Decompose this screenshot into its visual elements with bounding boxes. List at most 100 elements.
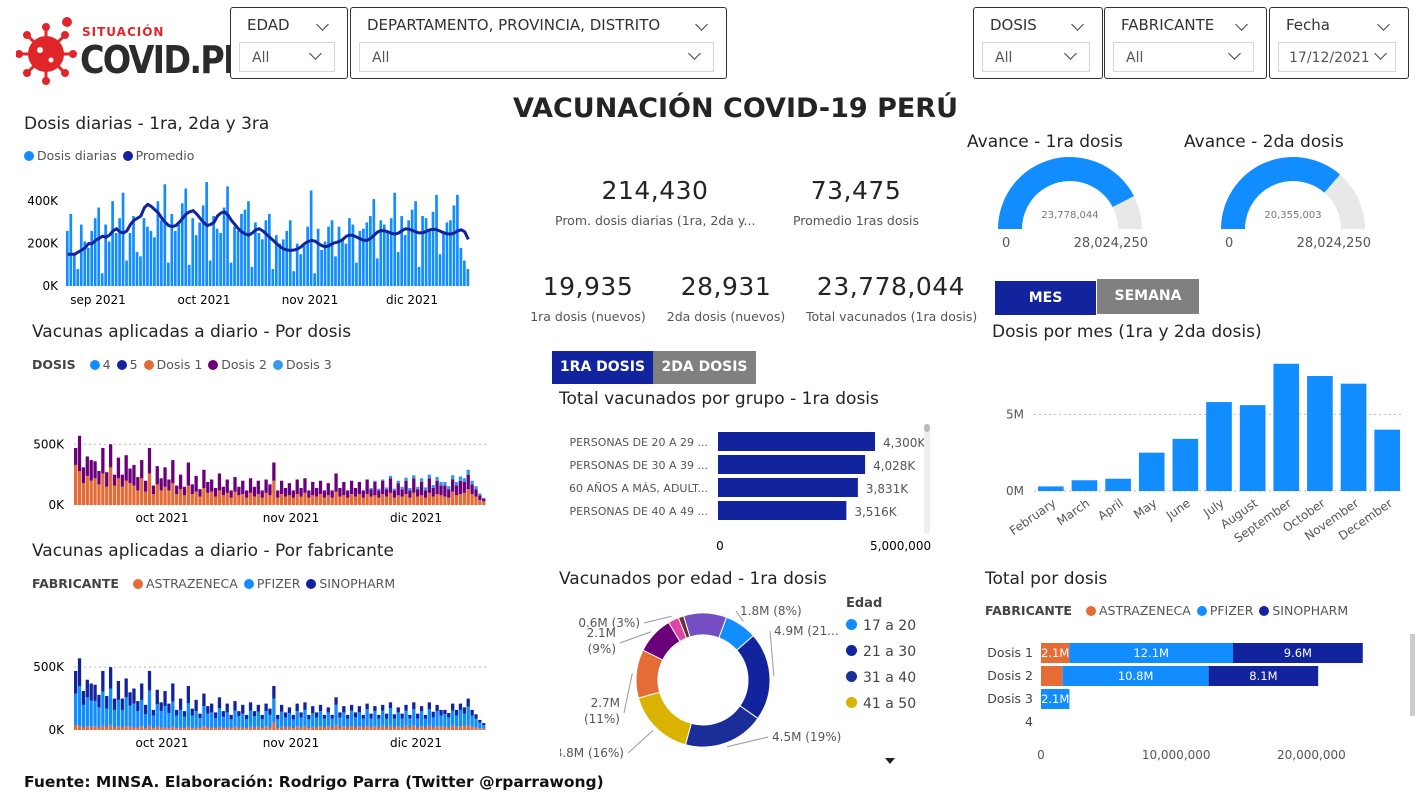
bar-segment bbox=[377, 497, 381, 505]
bar bbox=[173, 230, 177, 286]
bar-segment bbox=[330, 490, 334, 498]
bar-segment bbox=[237, 727, 241, 730]
edad-dropdown[interactable]: All bbox=[239, 42, 335, 72]
bar-segment bbox=[112, 485, 117, 505]
bar-segment bbox=[431, 488, 435, 497]
bar bbox=[435, 194, 438, 286]
bar bbox=[271, 269, 275, 286]
bar bbox=[344, 243, 348, 286]
bar-segment bbox=[89, 480, 93, 505]
bar bbox=[100, 273, 104, 286]
bar bbox=[79, 224, 83, 286]
page-title: VACUNACIÓN COVID-19 PERÚ bbox=[513, 93, 959, 124]
bar-segment bbox=[206, 492, 210, 505]
chevron-down-icon[interactable] bbox=[1235, 18, 1248, 31]
bar-segment bbox=[357, 481, 362, 495]
bar-segment bbox=[369, 727, 373, 730]
fecha-slicer[interactable]: Fecha 17/12/2021 bbox=[1269, 7, 1409, 79]
gauge-2-title: Avance - 2da dosis bbox=[1184, 132, 1344, 152]
bar-segment bbox=[245, 728, 249, 730]
bar-segment bbox=[427, 702, 431, 710]
chevron-down-icon[interactable] bbox=[1071, 18, 1084, 31]
location-slicer[interactable]: DEPARTAMENTO, PROVINCIA, DISTRITO All bbox=[350, 7, 727, 79]
x-tick-label: February bbox=[1007, 496, 1059, 538]
bar-segment bbox=[404, 480, 408, 495]
bar bbox=[358, 230, 362, 286]
chevron-down-icon[interactable] bbox=[316, 18, 329, 31]
data-label: 1.8M (8%) bbox=[740, 604, 802, 618]
bar-segment bbox=[248, 726, 253, 730]
bar-segment bbox=[186, 686, 191, 703]
bar bbox=[261, 239, 264, 286]
tab-2da-dosis[interactable]: 2DA DOSIS bbox=[653, 351, 756, 384]
legend-row: 31 a 40 bbox=[846, 670, 916, 686]
x-tick-label: oct 2021 bbox=[136, 736, 189, 750]
bar-segment bbox=[245, 497, 249, 505]
bar bbox=[372, 199, 376, 286]
bar-segment bbox=[175, 494, 179, 505]
bar-segment bbox=[334, 473, 338, 492]
fabricante-dropdown[interactable]: All bbox=[1113, 42, 1254, 72]
bar-segment bbox=[474, 486, 478, 490]
bar-segment bbox=[462, 707, 466, 714]
tab-semana[interactable]: SEMANA bbox=[1097, 279, 1199, 314]
bar-segment bbox=[252, 486, 257, 497]
bar-segment bbox=[338, 727, 342, 730]
chevron-down-icon[interactable] bbox=[1377, 18, 1390, 31]
bar bbox=[201, 205, 205, 286]
chevron-down-icon[interactable] bbox=[695, 18, 708, 31]
bar-segment bbox=[1062, 666, 1209, 686]
bar-segment bbox=[408, 714, 412, 719]
legend-row: 21 a 30 bbox=[846, 644, 916, 660]
fabricante-slicer[interactable]: FABRICANTE All bbox=[1104, 7, 1267, 79]
bar bbox=[1374, 429, 1400, 491]
bar-segment bbox=[241, 713, 245, 728]
bar-segment bbox=[400, 718, 404, 728]
bar-segment bbox=[439, 726, 443, 730]
legend-item: 17 a 20 bbox=[863, 618, 917, 634]
bar-segment bbox=[307, 714, 311, 720]
bar-segment bbox=[470, 726, 474, 730]
bar-segment bbox=[124, 726, 128, 730]
bar bbox=[463, 260, 466, 286]
bar-segment bbox=[74, 670, 78, 694]
tab-1ra-dosis[interactable]: 1RA DOSIS bbox=[552, 351, 653, 384]
bar-segment bbox=[388, 702, 393, 708]
bar bbox=[382, 224, 386, 286]
bar-segment bbox=[482, 728, 486, 730]
bar-segment bbox=[447, 486, 451, 490]
bar-segment bbox=[381, 710, 385, 726]
dosis-dropdown[interactable]: All bbox=[982, 42, 1090, 72]
legend-scroll-down-icon[interactable] bbox=[885, 758, 895, 764]
bar-segment bbox=[326, 726, 330, 730]
bar-segment bbox=[105, 486, 109, 505]
bar-segment bbox=[276, 728, 280, 730]
fecha-dropdown[interactable]: 17/12/2021 bbox=[1278, 42, 1396, 72]
bar-segment bbox=[318, 726, 323, 730]
gauge-max: 28,024,250 bbox=[1074, 236, 1148, 251]
tab-mes[interactable]: MES bbox=[995, 281, 1096, 315]
kpi-value: 28,931 bbox=[680, 272, 772, 301]
bar-segment bbox=[280, 704, 284, 712]
bar-segment bbox=[128, 726, 132, 730]
bar-segment bbox=[392, 490, 397, 498]
bar-segment bbox=[225, 727, 229, 730]
bar-segment bbox=[311, 495, 315, 505]
bar-segment bbox=[330, 727, 334, 730]
bar-segment bbox=[120, 486, 124, 505]
location-dropdown[interactable]: All bbox=[359, 42, 714, 72]
bar-segment bbox=[143, 480, 148, 492]
brand-main: COVID.PE bbox=[80, 38, 246, 82]
bar-segment bbox=[182, 711, 187, 717]
y-tick-label: 0K bbox=[42, 279, 59, 293]
bar bbox=[309, 190, 313, 286]
bar-segment bbox=[349, 710, 354, 726]
bar-segment bbox=[412, 492, 416, 505]
bar-segment bbox=[85, 475, 89, 505]
dosis-slicer[interactable]: DOSIS All bbox=[973, 7, 1103, 79]
bar-segment bbox=[132, 485, 136, 505]
legend-item: 5 bbox=[129, 357, 138, 372]
edad-slicer[interactable]: EDAD All bbox=[230, 7, 348, 79]
bar-segment bbox=[252, 711, 257, 717]
bar-segment bbox=[419, 481, 424, 496]
